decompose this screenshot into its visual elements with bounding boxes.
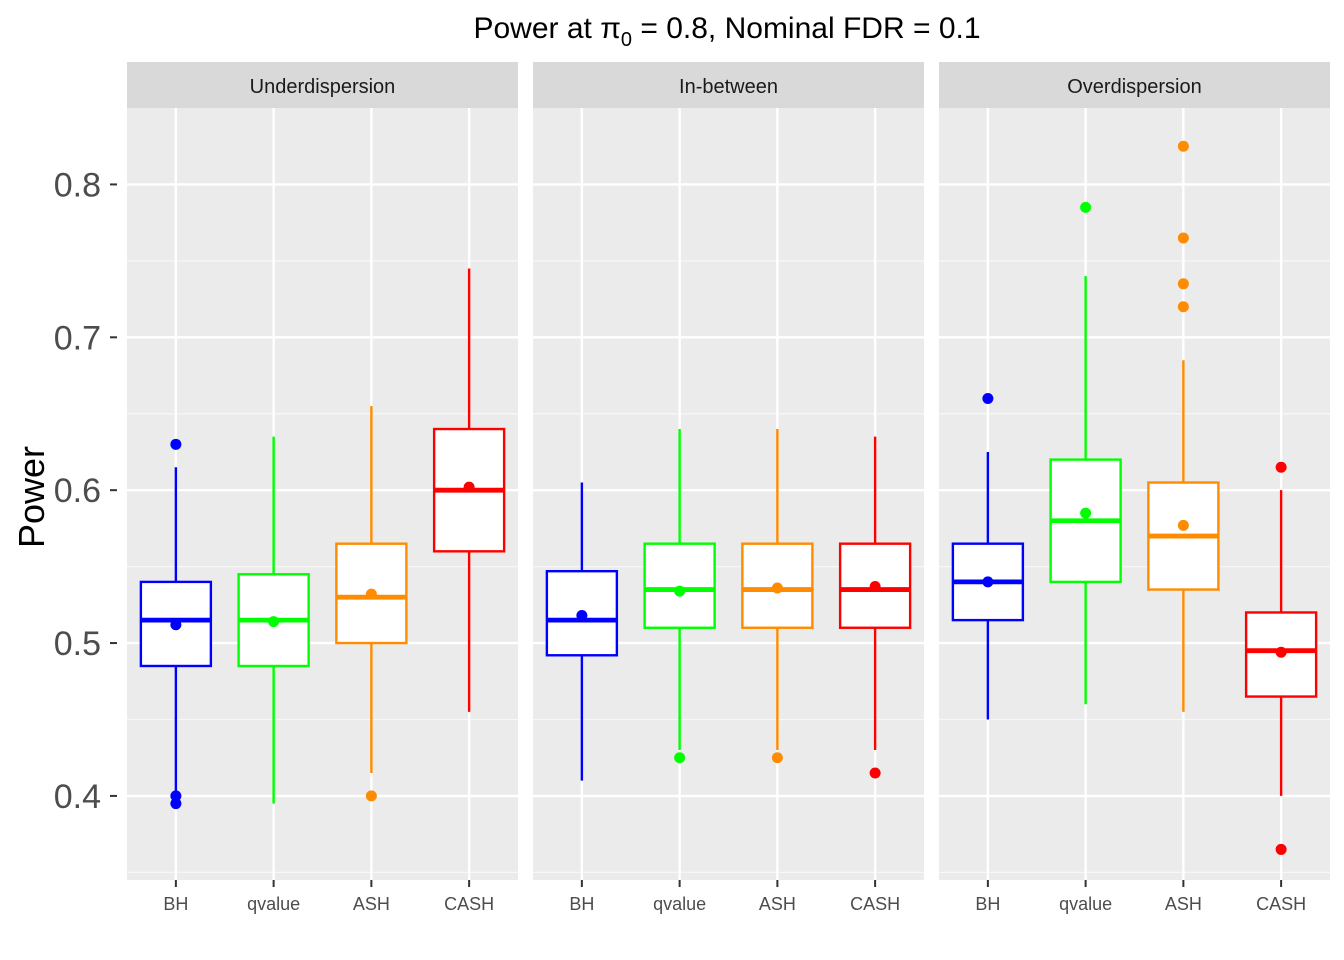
outlier-point	[170, 790, 182, 802]
y-tick-label: 0.8	[54, 166, 101, 204]
outlier-point	[170, 798, 182, 810]
box-qvalue	[1049, 201, 1122, 705]
box-ash	[1147, 140, 1220, 712]
x-tick-label: BH	[975, 894, 1000, 914]
box-ash	[335, 406, 408, 802]
x-tick-label: BH	[163, 894, 188, 914]
y-tick-label: 0.4	[54, 778, 101, 816]
outlier-point	[1080, 201, 1092, 213]
mean-point	[170, 619, 182, 631]
chart-title: Power at π0 = 0.8, Nominal FDR = 0.1	[473, 12, 980, 51]
facet-panel: In-between BH qvalue ASH CASH	[533, 62, 924, 914]
box-bh	[951, 392, 1025, 720]
box-bh	[139, 438, 213, 810]
x-tick-label: qvalue	[653, 894, 706, 914]
facet-strip-label: In-between	[679, 76, 778, 98]
y-axis-label: Power	[11, 446, 52, 548]
facet-strip	[533, 62, 924, 108]
x-tick-label: qvalue	[1059, 894, 1112, 914]
box-qvalue	[237, 436, 310, 804]
outlier-point	[1275, 461, 1287, 473]
facet-strip-label: Underdispersion	[250, 76, 396, 98]
facet-panel: Underdispersion BH qvalue ASH CASH	[127, 62, 518, 914]
outlier-point	[170, 438, 182, 450]
y-tick-label: 0.7	[54, 319, 101, 357]
y-tick-label: 0.6	[54, 472, 101, 510]
mean-point	[1177, 519, 1189, 531]
x-tick-label: BH	[569, 894, 594, 914]
panel-background	[939, 108, 1330, 880]
mean-point	[365, 588, 377, 600]
x-tick-label: ASH	[759, 894, 796, 914]
x-tick-label: qvalue	[247, 894, 300, 914]
outlier-point	[1177, 140, 1189, 152]
outlier-point	[1177, 301, 1189, 313]
mean-point	[674, 585, 686, 597]
x-tick-label: CASH	[444, 894, 494, 914]
outlier-point	[1275, 843, 1287, 855]
box-qvalue	[643, 429, 716, 764]
x-tick-label: ASH	[1165, 894, 1202, 914]
mean-point	[463, 481, 475, 493]
outlier-point	[365, 790, 377, 802]
x-tick-label: CASH	[1256, 894, 1306, 914]
outlier-point	[1177, 232, 1189, 244]
facet-strip	[939, 62, 1330, 108]
outlier-point	[982, 392, 994, 404]
facet-panel: Overdispersion BH qvalue ASH CASH	[939, 62, 1330, 914]
box-cash	[1244, 461, 1318, 855]
plot-area: 0.4 0.5 0.6 0.7 0.8 Underdispersion BH qvalue AS…	[54, 62, 1330, 914]
facet-strip	[127, 62, 518, 108]
mean-point	[1080, 507, 1092, 519]
mean-point	[576, 610, 588, 622]
facet-strip-label: Overdispersion	[1067, 76, 1202, 98]
x-tick-label: ASH	[353, 894, 390, 914]
x-tick-label: CASH	[850, 894, 900, 914]
outlier-point	[869, 767, 881, 779]
outlier-point	[1177, 278, 1189, 290]
box-ash	[741, 429, 814, 764]
outlier-point	[771, 752, 783, 764]
mean-point	[1275, 646, 1287, 658]
box-bh	[545, 482, 619, 781]
mean-point	[982, 576, 994, 588]
y-tick-label: 0.5	[54, 625, 101, 663]
panel-background	[533, 108, 924, 880]
mean-point	[268, 616, 280, 628]
box-cash	[838, 436, 912, 779]
outlier-point	[674, 752, 686, 764]
mean-point	[771, 582, 783, 594]
box-cash	[432, 268, 506, 712]
mean-point	[869, 580, 881, 592]
